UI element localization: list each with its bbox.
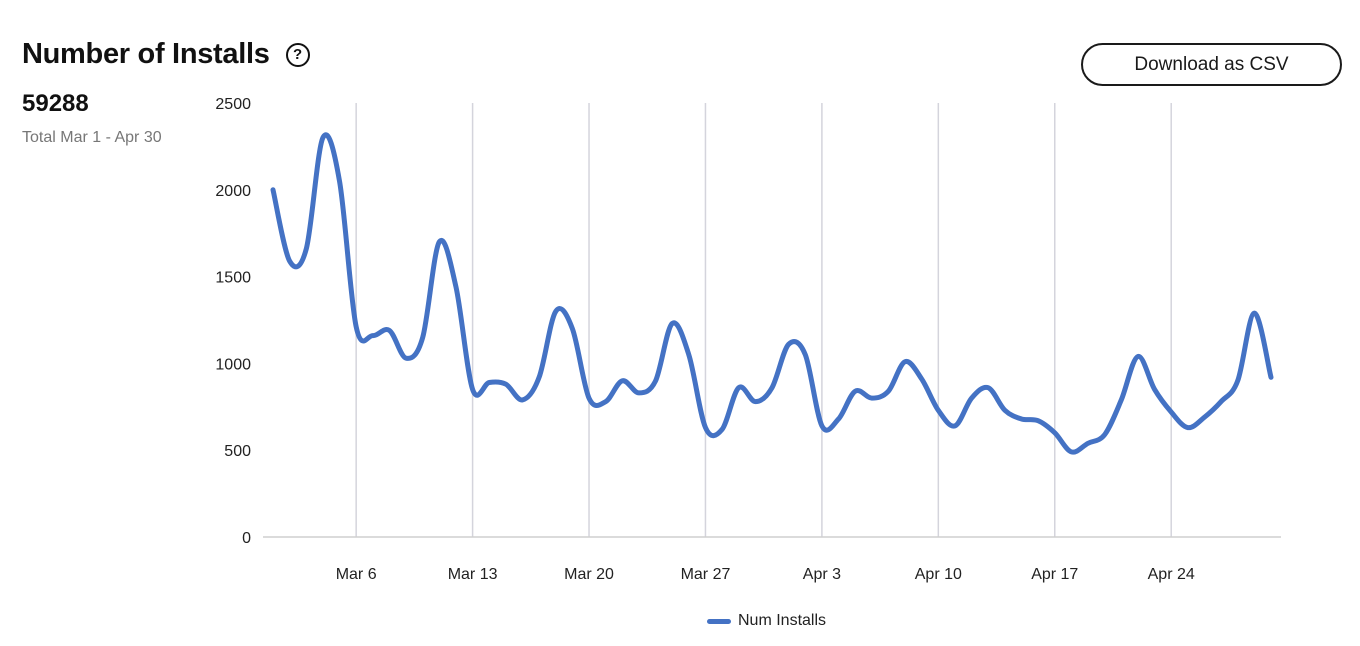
x-tick-label: Apr 24 (1148, 566, 1195, 583)
title-row: Number of Installs ? (22, 38, 310, 71)
download-csv-button[interactable]: Download as CSV (1081, 43, 1342, 86)
series-line-num-installs (270, 132, 1274, 455)
y-tick-label: 500 (224, 443, 251, 460)
page-title: Number of Installs (22, 38, 270, 70)
x-tick-label: Apr 3 (803, 566, 841, 583)
x-tick-label: Mar 20 (564, 566, 614, 583)
x-tick-label: Apr 10 (915, 566, 962, 583)
total-date-range-caption: Total Mar 1 - Apr 30 (22, 129, 162, 146)
question-circle-icon[interactable]: ? (285, 42, 310, 67)
total-installs-value: 59288 (22, 90, 89, 117)
y-tick-label: 2500 (215, 96, 251, 113)
y-tick-label: 1000 (215, 356, 251, 373)
x-tick-label: Mar 6 (336, 566, 377, 583)
legend-swatch (707, 618, 731, 624)
x-tick-label: Mar 27 (681, 566, 731, 583)
x-tick-label: Apr 17 (1031, 566, 1078, 583)
chart-legend: Num Installs (707, 612, 826, 630)
y-tick-label: 0 (242, 530, 251, 547)
x-tick-label: Mar 13 (448, 566, 498, 583)
y-tick-label: 2000 (215, 183, 251, 200)
y-tick-label: 1500 (215, 270, 251, 287)
legend-label: Num Installs (738, 612, 827, 629)
